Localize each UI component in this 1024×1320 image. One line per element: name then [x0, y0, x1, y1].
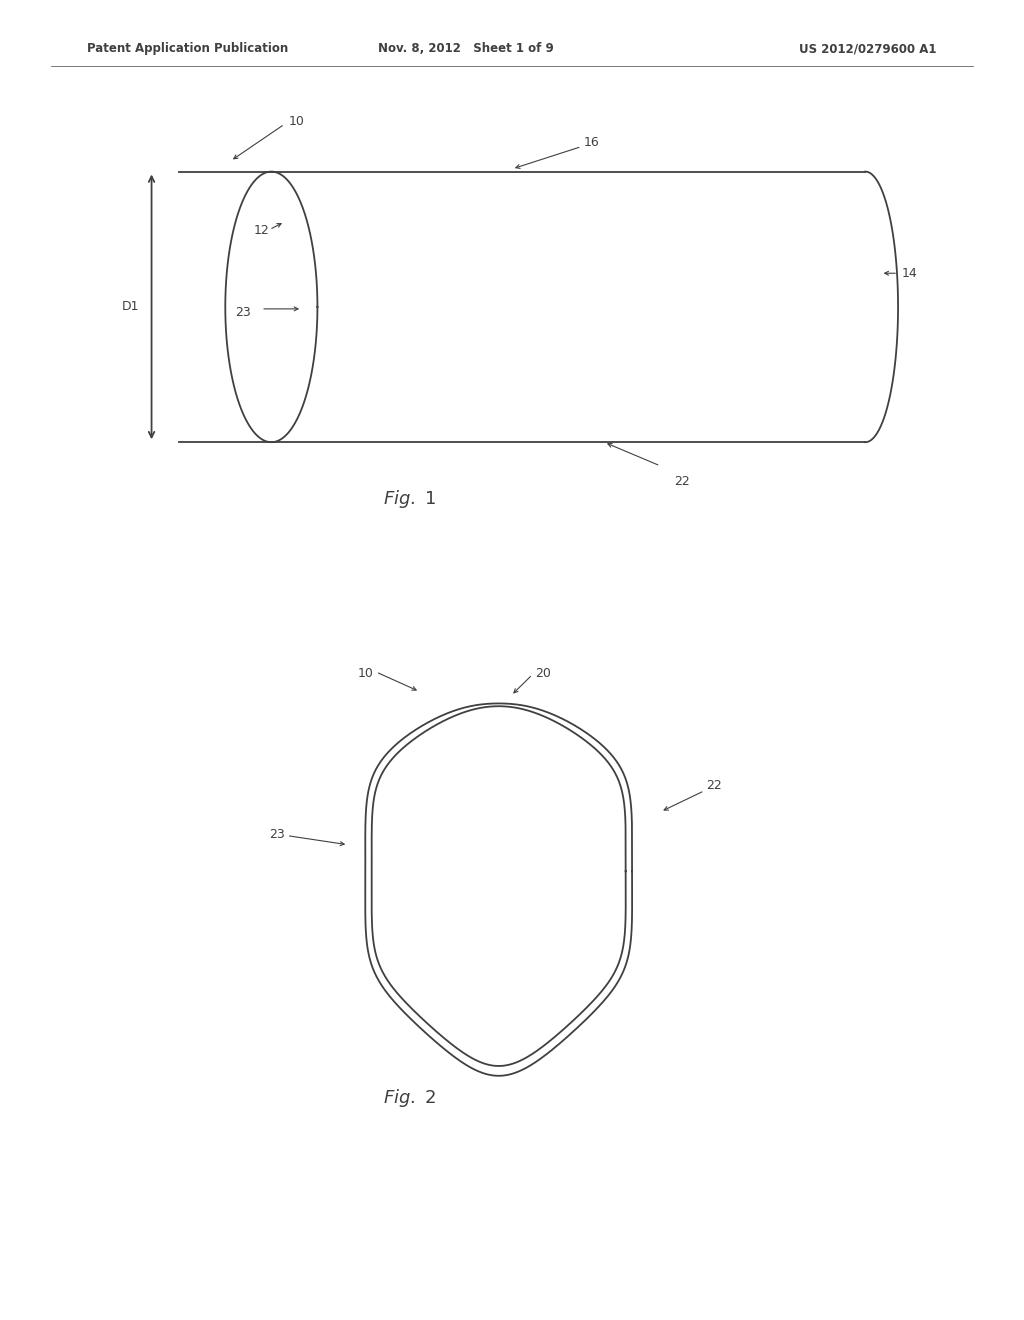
Text: 14: 14	[902, 267, 918, 280]
Text: $\it{Fig.}$ $\it{2}$: $\it{Fig.}$ $\it{2}$	[383, 1088, 436, 1109]
Text: 10: 10	[357, 667, 374, 680]
Text: Patent Application Publication: Patent Application Publication	[87, 42, 289, 55]
Text: 23: 23	[269, 828, 285, 841]
Text: 22: 22	[707, 779, 722, 792]
Text: $\it{Fig.}$ $\it{1}$: $\it{Fig.}$ $\it{1}$	[383, 488, 436, 510]
Text: US 2012/0279600 A1: US 2012/0279600 A1	[800, 42, 937, 55]
Text: 16: 16	[584, 136, 599, 149]
Text: D1: D1	[122, 301, 139, 313]
Text: 23: 23	[236, 306, 251, 319]
Text: 22: 22	[674, 475, 689, 488]
Text: Nov. 8, 2012   Sheet 1 of 9: Nov. 8, 2012 Sheet 1 of 9	[378, 42, 554, 55]
Text: 12: 12	[254, 224, 269, 238]
Text: 20: 20	[536, 667, 552, 680]
Text: 10: 10	[289, 115, 305, 128]
